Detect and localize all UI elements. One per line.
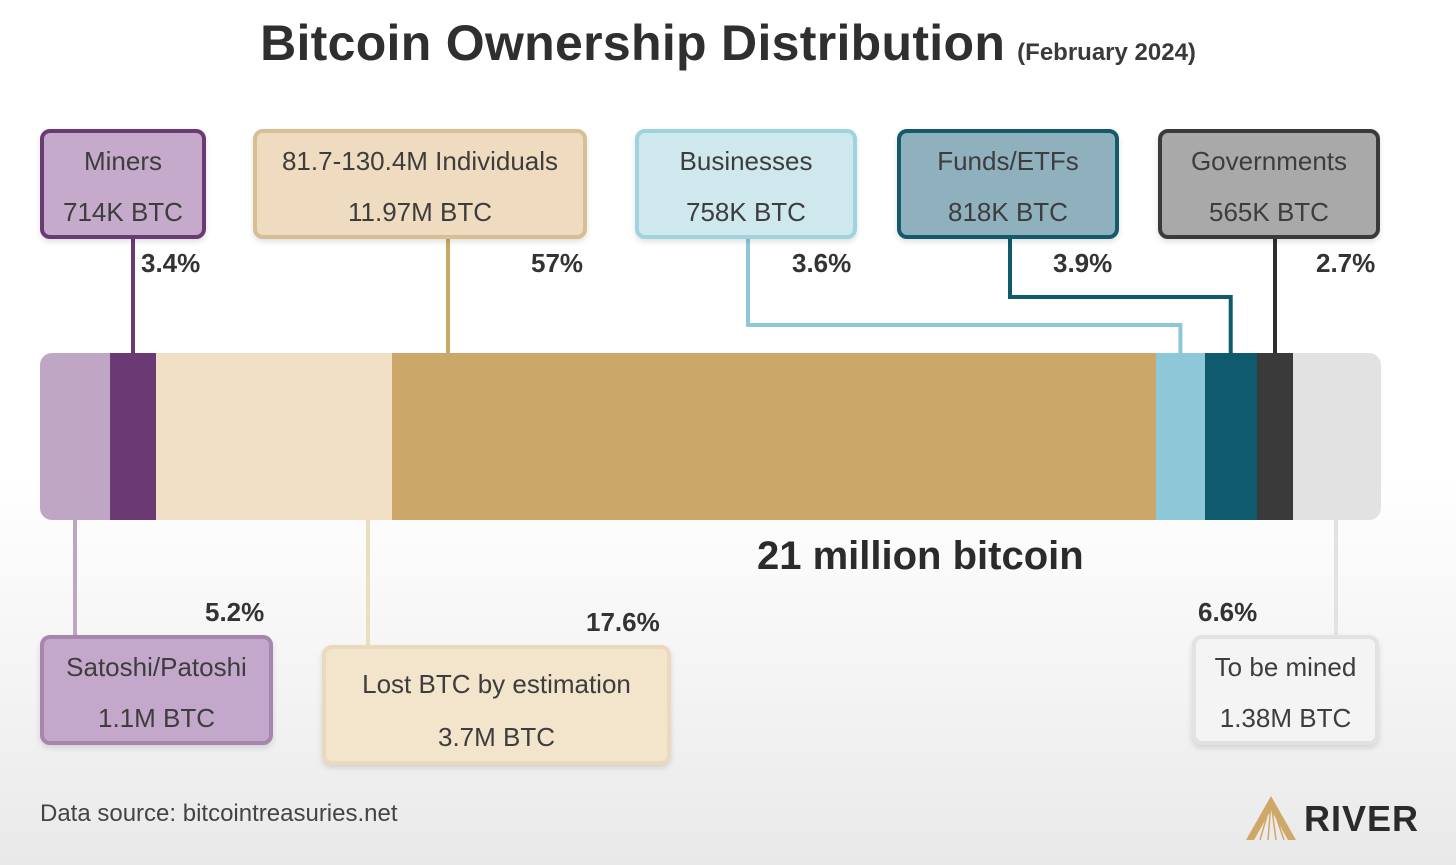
segment-amount: 714K BTC [63, 197, 183, 227]
percent-label-miners: 3.4% [141, 248, 201, 278]
bar-segment-governments [1256, 353, 1294, 520]
segment-amount: 758K BTC [686, 197, 806, 227]
segment-amount: 11.97M BTC [347, 197, 492, 227]
segment-name: Miners [83, 146, 162, 176]
segment-amount: 3.7M BTC [437, 722, 556, 752]
label-box-miners: Miners 714K BTC [40, 129, 206, 239]
percent-label-individuals: 57% [531, 248, 584, 278]
bar-segment-satoshi [40, 353, 111, 520]
label-box-governments: Governments 565K BTC [1158, 129, 1380, 239]
bar-segment-businesses [1156, 353, 1206, 520]
title-block: Bitcoin Ownership Distribution (February … [0, 14, 1456, 72]
percent-label-lost: 17.6% [586, 607, 660, 637]
data-source: Data source: bitcointreasuries.net [40, 800, 398, 827]
segment-amount: 565K BTC [1209, 197, 1329, 227]
label-box-funds: Funds/ETFs 818K BTC [897, 129, 1119, 239]
segment-name: Governments [1190, 146, 1348, 176]
label-box-businesses: Businesses 758K BTC [635, 129, 857, 239]
river-logo-icon [1246, 796, 1296, 840]
segment-name: Satoshi/Patoshi [66, 652, 247, 682]
segment-name: Businesses [679, 146, 813, 176]
segment-name: Funds/ETFs [937, 146, 1079, 176]
bar-segment-funds [1204, 353, 1258, 520]
brand-name: RIVER [1304, 798, 1420, 839]
segment-name: To be mined [1214, 652, 1357, 682]
percent-label-businesses: 3.6% [792, 248, 852, 278]
bar-segment-lost [155, 353, 393, 520]
bar-segment-tobemined [1292, 353, 1381, 520]
connector-businesses [746, 239, 1183, 353]
label-box-satoshi: Satoshi/Patoshi 1.1M BTC [40, 635, 273, 745]
bar-segment-individuals [392, 353, 1157, 520]
segment-amount: 818K BTC [948, 197, 1068, 227]
segment-amount: 1.1M BTC [97, 703, 216, 733]
label-box-individuals: 81.7-130.4M Individuals 11.97M BTC [253, 129, 587, 239]
segment-name: 81.7-130.4M Individuals [281, 146, 559, 176]
percent-label-tobemined: 6.6% [1198, 597, 1258, 627]
percent-label-governments: 2.7% [1316, 248, 1376, 278]
distribution-bar [40, 353, 1381, 520]
chart-title: Bitcoin Ownership Distribution [260, 15, 1006, 71]
label-box-tobemined: To be mined 1.38M BTC [1192, 635, 1379, 745]
bar-segment-miners [110, 353, 157, 520]
total-label: 21 million bitcoin [757, 534, 1084, 578]
percent-label-satoshi: 5.2% [205, 597, 265, 627]
segment-name: Lost BTC by estimation [362, 669, 631, 699]
percent-label-funds: 3.9% [1053, 248, 1113, 278]
segment-amount: 1.38M BTC [1219, 703, 1352, 733]
connector-funds [1008, 239, 1233, 353]
label-box-lost: Lost BTC by estimation 3.7M BTC [322, 645, 671, 765]
chart-subtitle: (February 2024) [1017, 39, 1196, 66]
